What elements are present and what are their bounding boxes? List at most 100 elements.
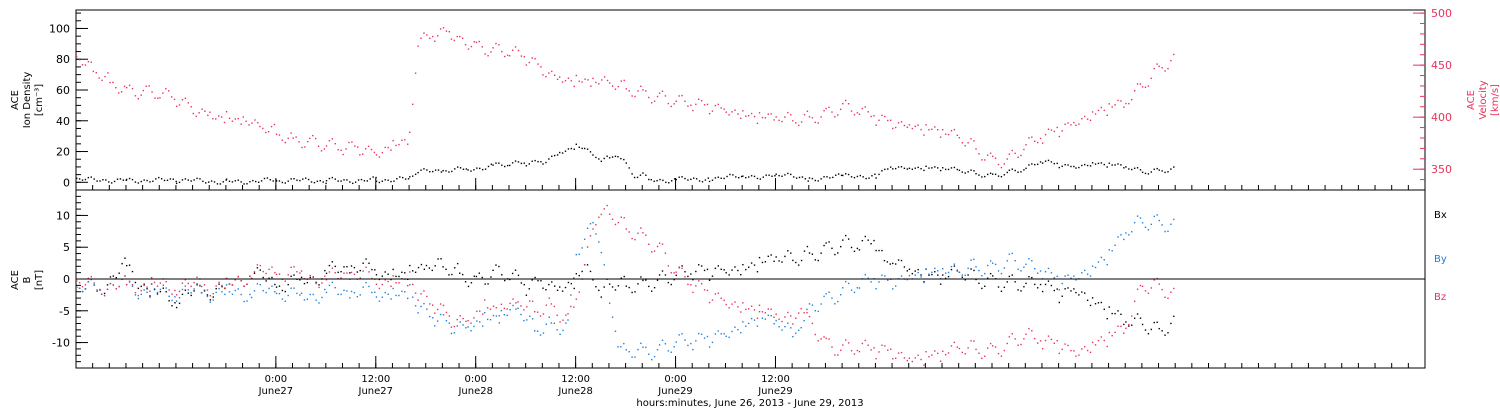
density-point: [595, 156, 597, 159]
b-bz-point: [78, 281, 81, 284]
b-bz-point: [631, 237, 633, 240]
b-by-point: [465, 327, 467, 329]
b-bz-point: [808, 315, 811, 318]
b-by-point: [78, 287, 81, 290]
density-point: [322, 181, 324, 183]
b-bz-point: [1000, 355, 1003, 357]
b-by-point: [387, 293, 389, 295]
density-point: [1011, 168, 1013, 170]
b-bz-point: [312, 275, 314, 278]
b-by-point: [1133, 221, 1136, 224]
b-bx-point: [420, 263, 423, 266]
velocity-point: [875, 124, 877, 126]
b-bx-point: [153, 288, 156, 291]
b-bz-point: [1008, 336, 1011, 338]
b-by-point: [803, 319, 805, 322]
velocity-point: [317, 145, 320, 147]
b-bz-point: [944, 353, 947, 356]
b-bx-point: [215, 287, 217, 290]
density-point: [925, 165, 927, 168]
velocity-point: [648, 96, 650, 99]
b-bz-point: [1011, 333, 1013, 335]
b-bx-point: [125, 264, 128, 267]
velocity-point: [1041, 142, 1044, 144]
b-bz-point: [99, 288, 101, 291]
b-bz-point: [365, 266, 367, 269]
velocity-point: [301, 146, 303, 149]
b-by-point: [840, 294, 842, 296]
b-bz-point: [486, 307, 489, 309]
density-point: [775, 173, 777, 175]
density-point: [614, 155, 617, 158]
velocity-point: [92, 70, 95, 73]
velocity-point: [328, 140, 331, 142]
b-by-point: [787, 322, 789, 324]
b-by-point: [356, 296, 359, 298]
b-bx-point: [1067, 287, 1069, 289]
b-by-point: [1008, 253, 1011, 255]
b-bz-point: [476, 310, 478, 313]
b-bz-point: [228, 283, 231, 285]
b-bx-point: [900, 259, 903, 262]
b-by-point: [620, 346, 622, 348]
b-bx-point: [673, 278, 675, 281]
density-point: [237, 179, 239, 181]
velocity-point: [906, 126, 909, 128]
density-point: [540, 161, 542, 163]
velocity-point: [831, 111, 833, 113]
b-bz-point: [1147, 292, 1150, 295]
b-bx-point: [944, 277, 947, 280]
b-bx-point: [340, 270, 342, 273]
b-bx-point: [870, 243, 872, 245]
density-point: [313, 181, 316, 184]
velocity-point: [304, 146, 306, 148]
density-point: [328, 177, 331, 180]
b-bz-point: [1091, 341, 1094, 344]
velocity-point: [1150, 77, 1153, 80]
velocity-point: [645, 90, 647, 92]
b-bz-point: [489, 308, 492, 310]
b-bz-point: [781, 320, 783, 323]
b-bz-point: [758, 304, 761, 307]
velocity-point: [1120, 100, 1122, 102]
b-bx-point: [525, 294, 528, 296]
density-point: [707, 177, 710, 179]
b-bx-point: [894, 263, 897, 265]
density-point: [795, 177, 798, 179]
density-point: [953, 166, 956, 169]
b-bx-point: [850, 246, 853, 249]
velocity-point: [215, 118, 217, 120]
density-point: [875, 177, 877, 179]
velocity-point: [1073, 121, 1075, 124]
velocity-point: [404, 139, 406, 141]
velocity-point: [561, 81, 564, 83]
b-bz-point: [484, 299, 486, 301]
b-bx-point: [675, 274, 677, 277]
velocity-point: [803, 113, 806, 116]
density-point: [210, 180, 213, 182]
b-by-point: [784, 325, 786, 328]
b-bx-point: [434, 265, 436, 267]
velocity-point: [900, 121, 903, 123]
density-point: [726, 175, 728, 178]
b-bz-point: [978, 352, 980, 354]
b-bz-point: [687, 283, 689, 286]
b-by-point: [870, 281, 872, 283]
b-bx-point: [961, 276, 963, 278]
b-bx-point: [947, 275, 950, 278]
b-bz-point: [299, 272, 301, 274]
density-point: [787, 172, 789, 175]
velocity-point: [401, 139, 403, 142]
velocity-point: [120, 91, 123, 93]
b-bz-point: [723, 299, 725, 302]
b-bx-point: [484, 283, 486, 285]
b-bz-point: [384, 279, 386, 281]
velocity-point: [245, 120, 247, 123]
b-bx-point: [828, 241, 830, 243]
b-bx-point: [578, 274, 580, 277]
b-bx-point: [742, 263, 744, 266]
velocity-point: [434, 40, 436, 42]
b-bx-point: [917, 268, 919, 271]
b-by-point: [790, 327, 792, 329]
density-point: [137, 182, 140, 184]
